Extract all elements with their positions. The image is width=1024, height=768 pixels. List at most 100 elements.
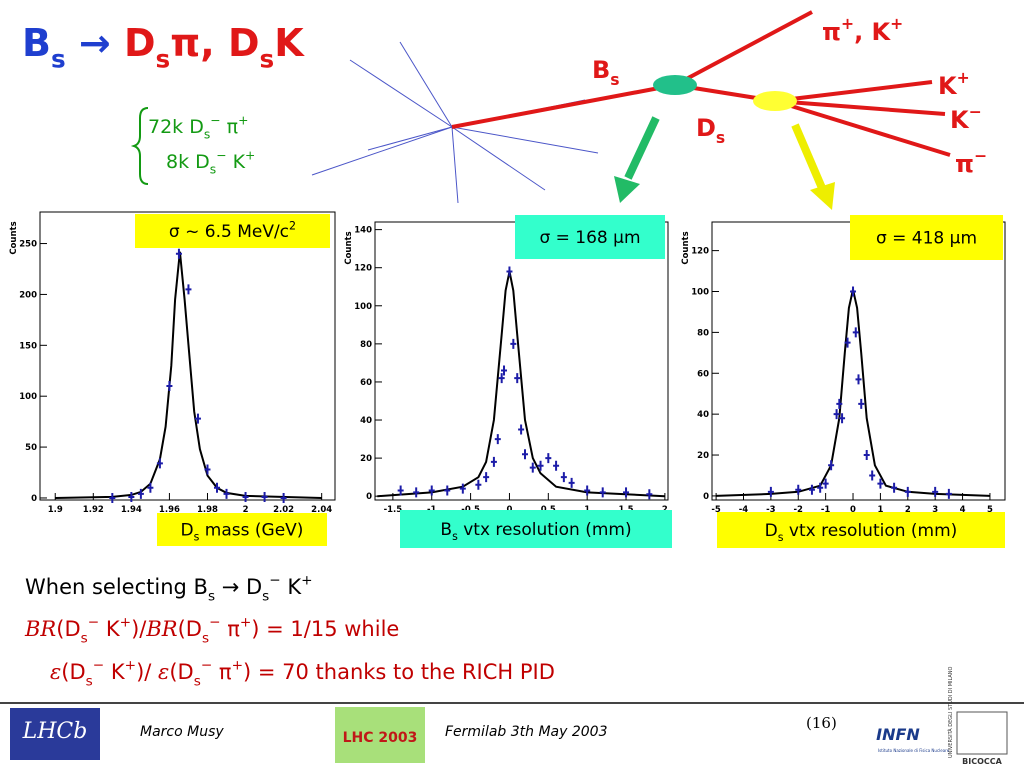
particle-label-part: + — [957, 69, 970, 87]
title-part: B — [22, 21, 51, 65]
decay-count-part: 72k D — [148, 116, 204, 138]
data-point — [483, 472, 490, 483]
y-tick-label: 120 — [354, 264, 372, 274]
text-line-part: π — [221, 617, 241, 641]
y-axis-label: Counts — [681, 231, 691, 264]
yellow-arrow — [791, 123, 835, 210]
x-axis-label-part: D — [181, 521, 194, 541]
decay-count-part: s — [204, 128, 210, 142]
x-label-box — [400, 510, 672, 548]
annotation-part: σ ~ 6.5 MeV/c — [169, 222, 289, 242]
annotation: σ = 418 μm — [876, 229, 977, 249]
text-line-part: s — [208, 588, 215, 604]
y-tick-label: 40 — [360, 416, 372, 426]
x-tick-label: 2.02 — [273, 505, 294, 515]
particle-label: Ds — [696, 114, 725, 147]
text-line-part: (D — [61, 660, 85, 684]
particle-label-part: + — [890, 15, 903, 33]
data-point — [891, 482, 898, 493]
text-line: When selecting Bs → Ds− K+ — [25, 573, 313, 605]
y-tick-label: 50 — [25, 443, 37, 453]
data-point — [397, 485, 404, 496]
text-line-part: + — [125, 658, 136, 674]
data-point — [844, 337, 851, 348]
particle-label: π− — [955, 147, 987, 178]
data-point — [529, 462, 536, 473]
text-line-part: + — [301, 573, 312, 589]
data-point — [514, 373, 521, 384]
y-tick-label: 150 — [19, 341, 37, 351]
title-part: s — [260, 44, 275, 73]
x-tick-label: -1.5 — [384, 505, 403, 515]
x-tick-label: 2 — [905, 505, 911, 515]
data-point — [521, 449, 528, 460]
x-tick-label: 3 — [932, 505, 938, 515]
text-line-part: − — [88, 615, 99, 631]
data-point — [223, 488, 230, 499]
particle-label: K+ — [938, 69, 970, 100]
particle-label-part: B — [592, 56, 610, 84]
data-point — [599, 487, 606, 498]
y-tick-label: 40 — [697, 410, 709, 420]
y-tick-label: 80 — [697, 328, 709, 338]
x-tick-label: -5 — [711, 505, 721, 515]
data-point — [877, 478, 884, 489]
text-line-part: ε — [158, 660, 169, 684]
data-point — [545, 453, 552, 464]
text-line-part: (D — [169, 660, 193, 684]
data-point — [863, 450, 870, 461]
data-point — [490, 456, 497, 467]
decay-count-part: π — [221, 116, 238, 138]
decay-count-part: − — [210, 113, 220, 127]
text-line-part: BR — [145, 617, 177, 641]
page-number: (16) — [806, 714, 837, 732]
decay-count-part: K — [227, 151, 246, 173]
particle-label: K− — [950, 103, 982, 134]
x-axis-label: Bs vtx resolution (mm) — [440, 520, 631, 543]
data-point — [584, 485, 591, 496]
event: Fermilab 3th May 2003 — [445, 724, 608, 740]
university-seal — [956, 711, 1008, 755]
text-line-part: π — [212, 660, 232, 684]
particle-label: π+, K+ — [822, 15, 903, 46]
text-line-part: + — [240, 615, 251, 631]
text-line: BR(Ds− K+)/BR(Ds− π+) = 1/15 while — [24, 615, 399, 647]
title-part: → — [66, 21, 124, 65]
x-axis-label-part: B — [440, 520, 452, 540]
data-point — [147, 482, 154, 493]
university-name: UNIVERSITÀ DEGLI STUDI DI MILANO — [947, 666, 954, 758]
y-tick-label: 60 — [360, 378, 372, 388]
particle-label-part: s — [716, 129, 725, 147]
data-point — [444, 485, 451, 496]
title-part: π, D — [170, 21, 259, 65]
particle-label: Bs — [592, 56, 620, 89]
data-point — [204, 464, 211, 475]
x-axis-label-part: s — [194, 531, 200, 544]
text-line-part: → D — [215, 575, 262, 599]
y-tick-label: 140 — [354, 226, 372, 236]
data-point — [109, 492, 116, 503]
data-point — [501, 365, 508, 376]
data-point — [137, 488, 144, 499]
annotation: σ ~ 6.5 MeV/c2 — [169, 219, 296, 242]
brace — [130, 107, 149, 185]
plot-frame — [39, 211, 336, 501]
annotation-part: 2 — [289, 219, 296, 232]
data-point — [560, 472, 567, 483]
particle-label-part: − — [969, 103, 982, 121]
x-tick-label: 2 — [243, 505, 249, 515]
text-line-part: K — [104, 660, 126, 684]
y-tick-label: 250 — [19, 240, 37, 250]
ds-vertex — [753, 91, 797, 111]
university-bicocca: BICOCCA — [962, 757, 1002, 766]
lhc2003-logo-text: LHC 2003 — [343, 730, 418, 746]
data-point — [156, 458, 163, 469]
text-line-part: K — [99, 617, 121, 641]
y-tick-label: 0 — [31, 494, 37, 504]
text-line-part: When selecting B — [25, 575, 208, 599]
lhcb-logo — [10, 708, 100, 760]
y-tick-label: 100 — [19, 392, 37, 402]
particle-label-part: s — [610, 71, 619, 89]
x-axis-label: Ds vtx resolution (mm) — [765, 521, 958, 544]
